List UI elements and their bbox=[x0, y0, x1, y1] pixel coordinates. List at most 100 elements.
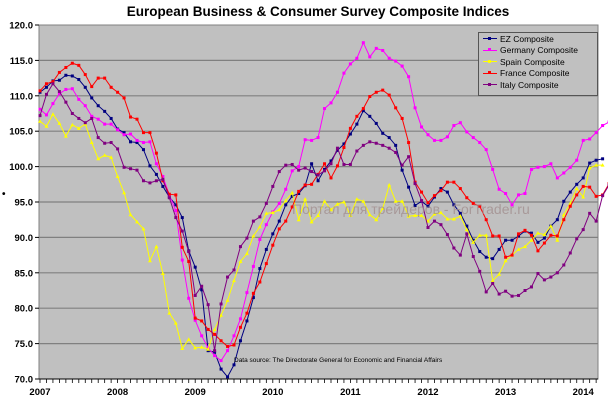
y-tick-label: 100.0 bbox=[9, 162, 33, 173]
data-point bbox=[503, 258, 508, 263]
data-point bbox=[219, 339, 223, 343]
data-point bbox=[484, 233, 489, 237]
data-point bbox=[478, 204, 482, 208]
x-tick-label: 2010 bbox=[262, 387, 283, 398]
data-point bbox=[264, 201, 268, 205]
data-point bbox=[471, 201, 475, 205]
data-point bbox=[335, 146, 339, 150]
data-point bbox=[426, 133, 430, 137]
data-point bbox=[355, 122, 359, 126]
data-point bbox=[316, 213, 321, 217]
legend-entry: Germany Composite bbox=[479, 45, 597, 57]
data-point bbox=[44, 82, 48, 86]
data-point bbox=[316, 179, 320, 183]
data-point bbox=[413, 204, 417, 208]
data-point bbox=[497, 234, 501, 238]
data-point bbox=[270, 210, 275, 215]
data-point bbox=[310, 170, 314, 174]
data-point bbox=[504, 255, 508, 259]
data-point bbox=[51, 80, 55, 84]
data-point bbox=[497, 292, 501, 296]
data-point bbox=[70, 122, 75, 127]
data-point bbox=[458, 187, 462, 191]
data-point bbox=[38, 89, 42, 93]
data-point bbox=[303, 197, 308, 201]
data-point bbox=[129, 115, 133, 119]
data-point bbox=[361, 199, 366, 203]
data-point bbox=[96, 136, 100, 140]
data-point bbox=[174, 193, 178, 197]
data-point bbox=[420, 199, 424, 203]
data-point bbox=[141, 131, 145, 135]
data-point bbox=[342, 142, 346, 146]
data-point bbox=[497, 187, 501, 191]
data-point bbox=[342, 145, 346, 149]
data-point bbox=[348, 62, 352, 66]
series-group bbox=[38, 41, 608, 379]
data-point bbox=[400, 168, 404, 172]
data-point bbox=[594, 194, 598, 198]
data-point bbox=[581, 176, 585, 180]
data-point bbox=[102, 153, 107, 157]
data-point bbox=[594, 163, 599, 167]
data-point bbox=[116, 128, 120, 132]
data-point bbox=[57, 121, 62, 125]
data-point bbox=[200, 334, 204, 338]
data-point bbox=[251, 264, 255, 268]
data-point bbox=[594, 158, 598, 162]
data-point bbox=[199, 345, 204, 349]
data-point bbox=[219, 359, 223, 363]
data-point bbox=[381, 143, 385, 147]
data-point bbox=[381, 131, 385, 135]
data-point bbox=[594, 131, 598, 135]
data-point bbox=[238, 245, 242, 249]
data-point bbox=[238, 325, 242, 329]
data-point bbox=[51, 102, 55, 106]
data-point bbox=[420, 190, 424, 194]
data-point bbox=[323, 169, 327, 173]
data-point bbox=[109, 122, 113, 126]
data-point bbox=[581, 195, 586, 199]
data-point bbox=[361, 143, 365, 147]
data-point bbox=[413, 106, 417, 110]
data-point bbox=[465, 232, 469, 236]
data-point bbox=[174, 203, 178, 207]
data-point bbox=[555, 176, 559, 180]
x-tick-label: 2007 bbox=[29, 387, 50, 398]
x-tick-label: 2008 bbox=[107, 387, 128, 398]
data-point bbox=[451, 216, 456, 221]
data-point bbox=[394, 106, 398, 110]
data-point bbox=[504, 238, 508, 242]
data-point bbox=[484, 255, 488, 259]
data-point bbox=[439, 223, 443, 227]
x-tick-label: 2014 bbox=[573, 387, 595, 398]
y-tick-label: 115.0 bbox=[10, 56, 33, 67]
data-point bbox=[335, 148, 339, 152]
data-point bbox=[96, 104, 100, 108]
data-point bbox=[135, 117, 139, 121]
data-point bbox=[271, 184, 275, 188]
data-point bbox=[244, 251, 249, 256]
data-point bbox=[432, 219, 436, 223]
data-point bbox=[232, 343, 236, 347]
data-point bbox=[354, 197, 359, 201]
data-point bbox=[568, 204, 572, 208]
data-point bbox=[536, 249, 540, 253]
data-point bbox=[510, 238, 514, 242]
data-point bbox=[536, 240, 540, 244]
data-point bbox=[329, 162, 333, 166]
data-point bbox=[497, 272, 502, 276]
data-point bbox=[154, 151, 158, 155]
data-point bbox=[426, 204, 430, 208]
data-point bbox=[96, 117, 100, 121]
data-point bbox=[193, 265, 197, 269]
data-point bbox=[83, 73, 87, 77]
data-point bbox=[562, 171, 566, 175]
data-point bbox=[103, 141, 107, 145]
x-tick-label: 2013 bbox=[495, 387, 516, 398]
data-point bbox=[284, 219, 288, 223]
data-point bbox=[348, 213, 353, 217]
data-point bbox=[277, 201, 281, 205]
data-point bbox=[180, 258, 184, 262]
series-line bbox=[39, 113, 603, 350]
